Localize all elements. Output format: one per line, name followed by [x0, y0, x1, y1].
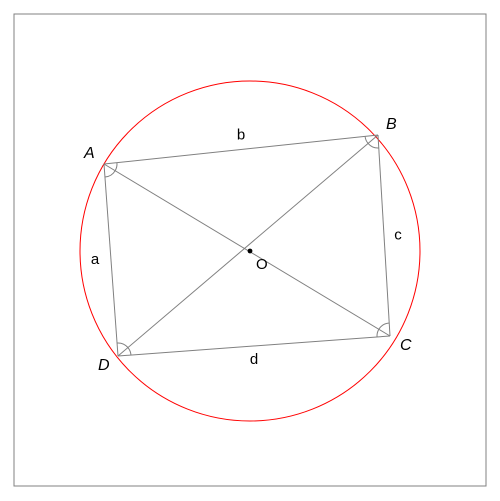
- side-label-c: c: [394, 227, 402, 244]
- center-dot: [248, 249, 253, 254]
- side-label-d: d: [250, 351, 258, 368]
- center-label: O: [256, 256, 268, 273]
- vertex-label-D: D: [98, 357, 110, 374]
- vertex-label-B: B: [386, 116, 397, 133]
- side-label-b: b: [237, 127, 245, 144]
- vertex-label-A: A: [83, 145, 95, 162]
- vertex-label-C: C: [400, 337, 412, 354]
- side-label-a: a: [91, 251, 100, 268]
